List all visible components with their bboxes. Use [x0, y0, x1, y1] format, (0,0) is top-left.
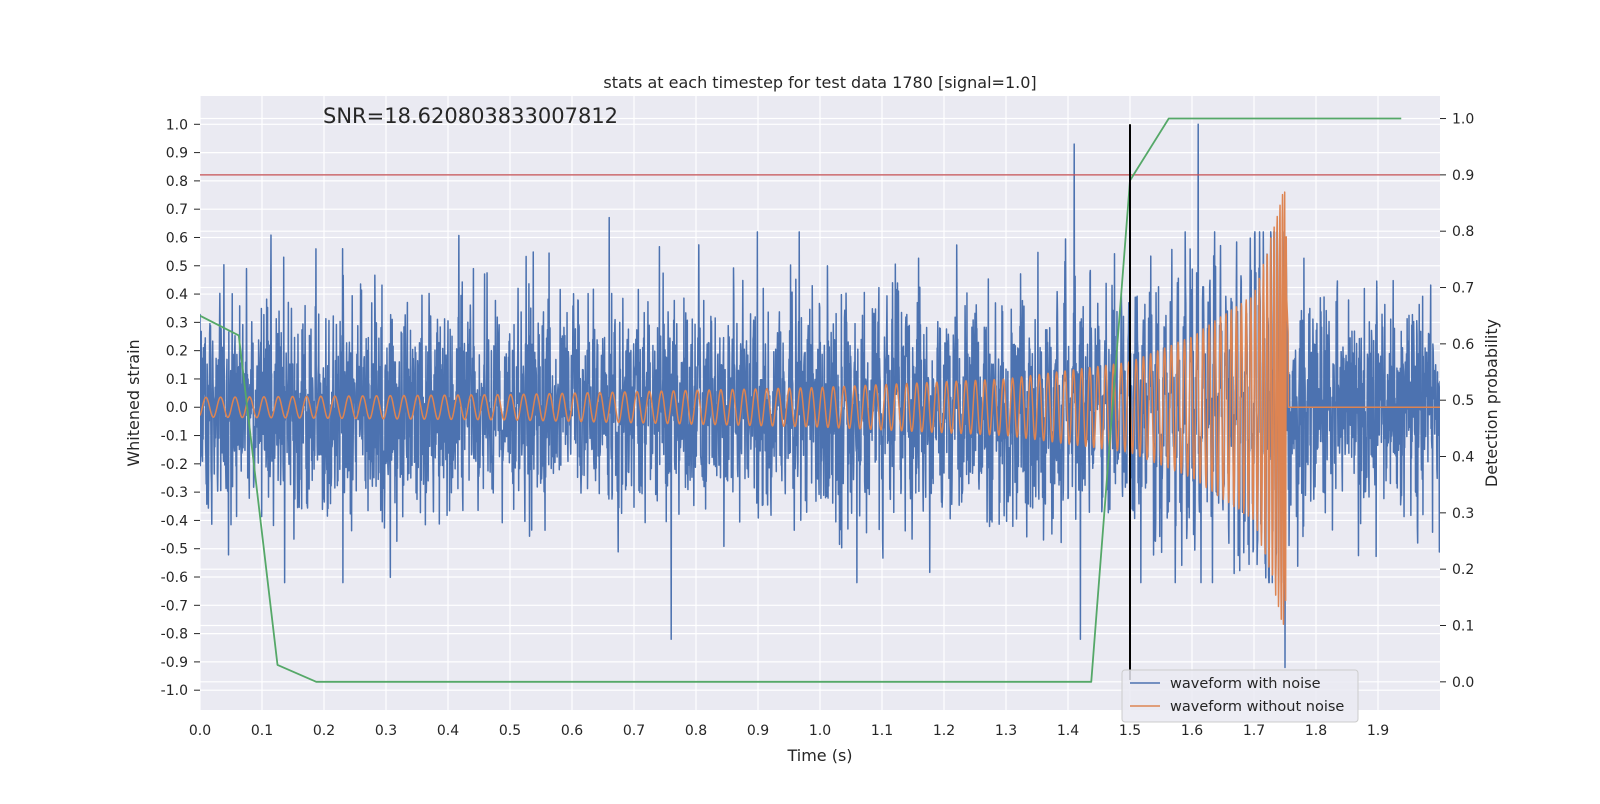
x-tick-label: 0.9 — [747, 723, 769, 739]
left-y-tick-label: -0.4 — [161, 513, 188, 529]
left-y-tick-label: 1.0 — [166, 117, 188, 133]
x-tick-label: 0.2 — [313, 723, 335, 739]
right-y-tick-label: 0.0 — [1452, 675, 1474, 691]
left-y-tick-label: -1.0 — [161, 683, 188, 699]
left-y-tick-label: 0.4 — [166, 287, 188, 303]
left-y-tick-label: 0.6 — [166, 230, 188, 246]
x-tick-label: 0.8 — [685, 723, 707, 739]
right-y-tick-label: 0.8 — [1452, 224, 1474, 240]
x-tick-label: 0.6 — [561, 723, 583, 739]
left-y-tick-label: -0.5 — [161, 542, 188, 558]
x-tick-label: 1.7 — [1243, 723, 1265, 739]
x-tick-label: 0.5 — [499, 723, 521, 739]
x-tick-label: 0.4 — [437, 723, 459, 739]
x-tick-label: 1.0 — [809, 723, 831, 739]
x-tick-label: 1.4 — [1057, 723, 1079, 739]
plot-area — [200, 117, 1440, 683]
x-tick-label: 1.2 — [933, 723, 955, 739]
right-y-tick-label: 0.7 — [1452, 281, 1474, 297]
left-y-tick-label: -0.3 — [161, 485, 188, 501]
left-y-tick-label: -0.7 — [161, 598, 188, 614]
left-y-axis-label: Whitened strain — [124, 339, 143, 466]
right-y-tick-label: 0.2 — [1452, 562, 1474, 578]
right-y-tick-label: 0.6 — [1452, 337, 1474, 353]
x-axis-ticks: 0.0 0.1 0.2 0.3 0.4 0.5 0.6 0.7 0.8 0.9 1.0 1.1 1.2 1… — [189, 723, 1389, 739]
left-y-tick-label: -0.6 — [161, 570, 188, 586]
x-axis-label: Time (s) — [786, 746, 852, 765]
left-y-tick-label: 0.9 — [166, 146, 188, 162]
left-y-tick-label: 0.3 — [166, 315, 188, 331]
left-y-tick-label: 0.2 — [166, 344, 188, 360]
legend: waveform with noise waveform without noi… — [1121, 669, 1359, 723]
snr-annotation: SNR=18.620803833007812 — [323, 104, 618, 128]
x-tick-label: 0.7 — [623, 723, 645, 739]
left-y-tick-label: 0.7 — [166, 202, 188, 218]
left-y-tick-label: 0.0 — [166, 400, 188, 416]
right-y-tick-label: 0.9 — [1452, 168, 1474, 184]
x-tick-label: 1.8 — [1305, 723, 1327, 739]
left-y-tick-label: 0.1 — [166, 372, 188, 388]
left-y-tick-label: -0.2 — [161, 457, 188, 473]
x-tick-label: 1.9 — [1367, 723, 1389, 739]
right-y-axis-ticks: 1.0 0.9 0.8 0.7 0.6 0.5 0.4 0.3 0.2 0.1 0.0 — [1440, 112, 1474, 691]
x-tick-label: 1.5 — [1119, 723, 1141, 739]
x-tick-label: 1.3 — [995, 723, 1017, 739]
right-y-tick-label: 0.1 — [1452, 619, 1474, 635]
x-tick-label: 1.1 — [871, 723, 893, 739]
series-line-waveform-without-noise — [200, 191, 1440, 625]
right-y-tick-label: 0.3 — [1452, 506, 1474, 522]
left-y-axis-ticks: 1.0 0.9 0.8 0.7 0.6 0.5 0.4 0.3 0.2 0.1 0.0 -0.1 -0.… — [161, 117, 200, 699]
x-tick-label: 0.1 — [251, 723, 273, 739]
legend-box — [1121, 669, 1359, 723]
x-tick-label: 1.6 — [1181, 723, 1203, 739]
chart-title: stats at each timestep for test data 178… — [603, 73, 1036, 92]
series-line-detection-probability — [200, 117, 1402, 683]
right-y-tick-label: 0.4 — [1452, 450, 1474, 466]
legend-label-waveform-with-noise: waveform with noise — [1170, 676, 1321, 692]
left-y-tick-label: 0.5 — [166, 259, 188, 275]
x-tick-label: 0.0 — [189, 723, 211, 739]
right-y-axis-label: Detection probability — [1482, 319, 1501, 487]
legend-label-waveform-without-noise: waveform without noise — [1170, 699, 1344, 715]
left-y-tick-label: -0.9 — [161, 655, 188, 671]
left-y-tick-label: -0.8 — [161, 627, 188, 643]
left-y-tick-label: 0.8 — [166, 174, 188, 190]
x-tick-label: 0.3 — [375, 723, 397, 739]
left-y-tick-label: -0.1 — [161, 429, 188, 445]
right-y-tick-label: 0.5 — [1452, 393, 1474, 409]
right-y-tick-label: 1.0 — [1452, 112, 1474, 128]
